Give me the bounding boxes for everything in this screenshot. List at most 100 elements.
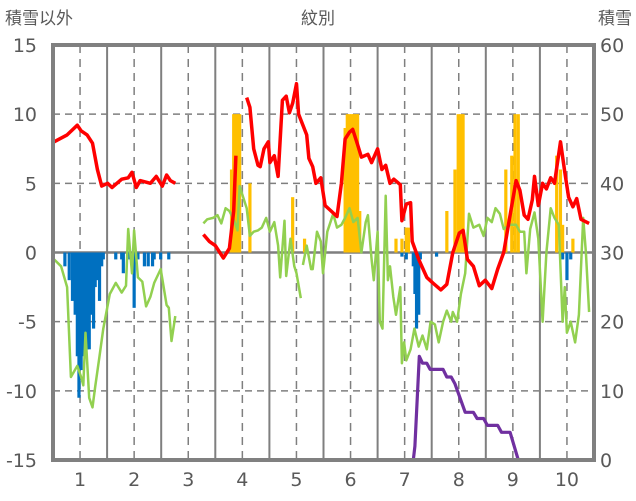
orange-bars-bar bbox=[350, 114, 354, 253]
x-tick-label: 4 bbox=[236, 469, 248, 491]
blue-bars-bar bbox=[418, 252, 422, 260]
y-right-tick-label: 0 bbox=[600, 450, 612, 472]
blue-bars-bar bbox=[142, 252, 147, 267]
red-line-segment bbox=[202, 155, 238, 260]
red-line-segment bbox=[245, 81, 590, 292]
blue-bars-bar bbox=[67, 252, 71, 281]
orange-bars-bar bbox=[555, 155, 559, 253]
orange-bars-bar bbox=[302, 238, 307, 253]
blue-bars-bar bbox=[565, 252, 569, 281]
red-line-segment bbox=[53, 123, 177, 190]
blue-bars-bar bbox=[400, 252, 404, 257]
purple-line-segment bbox=[249, 354, 590, 462]
y-left-tick-label: -5 bbox=[18, 312, 37, 334]
blue-bars-bar bbox=[114, 252, 118, 260]
orange-bars-bar bbox=[248, 183, 252, 253]
orange-bars-bar bbox=[394, 238, 398, 253]
orange-bars-bar bbox=[353, 114, 358, 253]
x-tick-label: 7 bbox=[399, 469, 411, 491]
x-tick-label: 10 bbox=[555, 469, 579, 491]
orange-bars-bar bbox=[571, 238, 575, 253]
y-right-tick-label: 20 bbox=[600, 312, 624, 334]
orange-bars-bar bbox=[504, 169, 508, 253]
orange-bars-bar bbox=[235, 114, 240, 253]
blue-bars-bar bbox=[434, 252, 439, 257]
orange-bars-bar bbox=[404, 227, 408, 253]
orange-bars-bar bbox=[459, 114, 463, 253]
chart-title: 紋別 bbox=[301, 9, 335, 29]
y-right-tick-label: 10 bbox=[600, 381, 624, 403]
blue-bars-bar bbox=[159, 252, 163, 260]
orange-bars-bar bbox=[343, 128, 347, 253]
right-axis-title: 積雪 bbox=[598, 9, 632, 29]
blue-bars-bar bbox=[152, 252, 156, 260]
green-line-segment bbox=[202, 184, 303, 299]
orange-bars-bar bbox=[345, 114, 349, 253]
x-tick-label: 1 bbox=[74, 469, 86, 491]
blue-bars-bar bbox=[101, 252, 105, 260]
blue-bars-bar bbox=[569, 252, 573, 260]
green-line-segment bbox=[301, 194, 591, 365]
blue-bars-bar bbox=[85, 252, 89, 350]
blue-bars-bar bbox=[413, 252, 417, 294]
blue-bars-bar bbox=[414, 252, 419, 329]
orange-bars-bar bbox=[291, 197, 295, 253]
blue-bars-bar bbox=[97, 252, 102, 301]
y-left-tick-label: -10 bbox=[6, 381, 37, 403]
blue-bars-bar bbox=[132, 252, 136, 308]
blue-bars-bar bbox=[83, 252, 88, 336]
orange-bars-bar bbox=[456, 114, 460, 253]
x-tick-label: 5 bbox=[290, 469, 302, 491]
y-right-tick-label: 30 bbox=[600, 243, 624, 265]
orange-bars-bar bbox=[406, 227, 411, 253]
orange-bars-bar bbox=[561, 224, 565, 253]
plot-frame bbox=[51, 43, 596, 462]
left-axis-title: 積雪以外 bbox=[5, 9, 73, 29]
blue-bars-bar bbox=[121, 252, 125, 274]
blue-bars-bar bbox=[77, 252, 81, 398]
y-left-tick-label: 5 bbox=[25, 173, 37, 195]
blue-bars-bar bbox=[91, 252, 96, 329]
blue-bars-bar bbox=[120, 252, 124, 260]
blue-bars-bar bbox=[146, 252, 150, 267]
blue-bars-bar bbox=[81, 252, 85, 357]
blue-bars-bar bbox=[70, 252, 75, 301]
blue-bars-bar bbox=[75, 252, 79, 357]
blue-bars-bar bbox=[95, 252, 99, 281]
orange-bars-bar bbox=[229, 169, 234, 253]
y-right-tick-label: 40 bbox=[600, 173, 624, 195]
blue-bars-bar bbox=[73, 252, 77, 315]
orange-bars-bar bbox=[445, 211, 449, 253]
orange-bars-bar bbox=[558, 169, 563, 253]
blue-bars-bar bbox=[79, 252, 83, 371]
y-right-tick-label: 50 bbox=[600, 104, 624, 126]
orange-bars-bar bbox=[238, 114, 242, 253]
blue-bars-bar bbox=[417, 252, 421, 315]
orange-bars-bar bbox=[347, 114, 352, 253]
orange-bars-bar bbox=[453, 169, 457, 253]
blue-bars-bar bbox=[167, 252, 171, 260]
blue-bars-bar bbox=[136, 252, 140, 260]
orange-bars-bar bbox=[400, 238, 404, 253]
y-right-tick-label: 60 bbox=[600, 35, 624, 57]
x-tick-label: 9 bbox=[507, 469, 519, 491]
blue-bars-bar bbox=[93, 252, 97, 288]
y-left-tick-label: 15 bbox=[13, 35, 37, 57]
x-tick-label: 6 bbox=[345, 469, 357, 491]
x-tick-label: 8 bbox=[453, 469, 465, 491]
y-left-tick-label: -15 bbox=[6, 450, 37, 472]
orange-bars-bar bbox=[351, 114, 355, 253]
blue-bars-bar bbox=[561, 252, 565, 260]
y-left-tick-label: 0 bbox=[25, 243, 37, 265]
green-line-segment bbox=[53, 227, 177, 409]
blue-bars-bar bbox=[87, 252, 91, 350]
blue-bars-bar bbox=[100, 252, 104, 267]
y-left-tick-label: 10 bbox=[13, 104, 37, 126]
blue-bars-bar bbox=[404, 252, 408, 260]
blue-bars-bar bbox=[63, 252, 67, 267]
blue-bars-bar bbox=[150, 252, 155, 267]
x-tick-label: 2 bbox=[128, 469, 140, 491]
orange-bars-bar bbox=[461, 114, 465, 253]
